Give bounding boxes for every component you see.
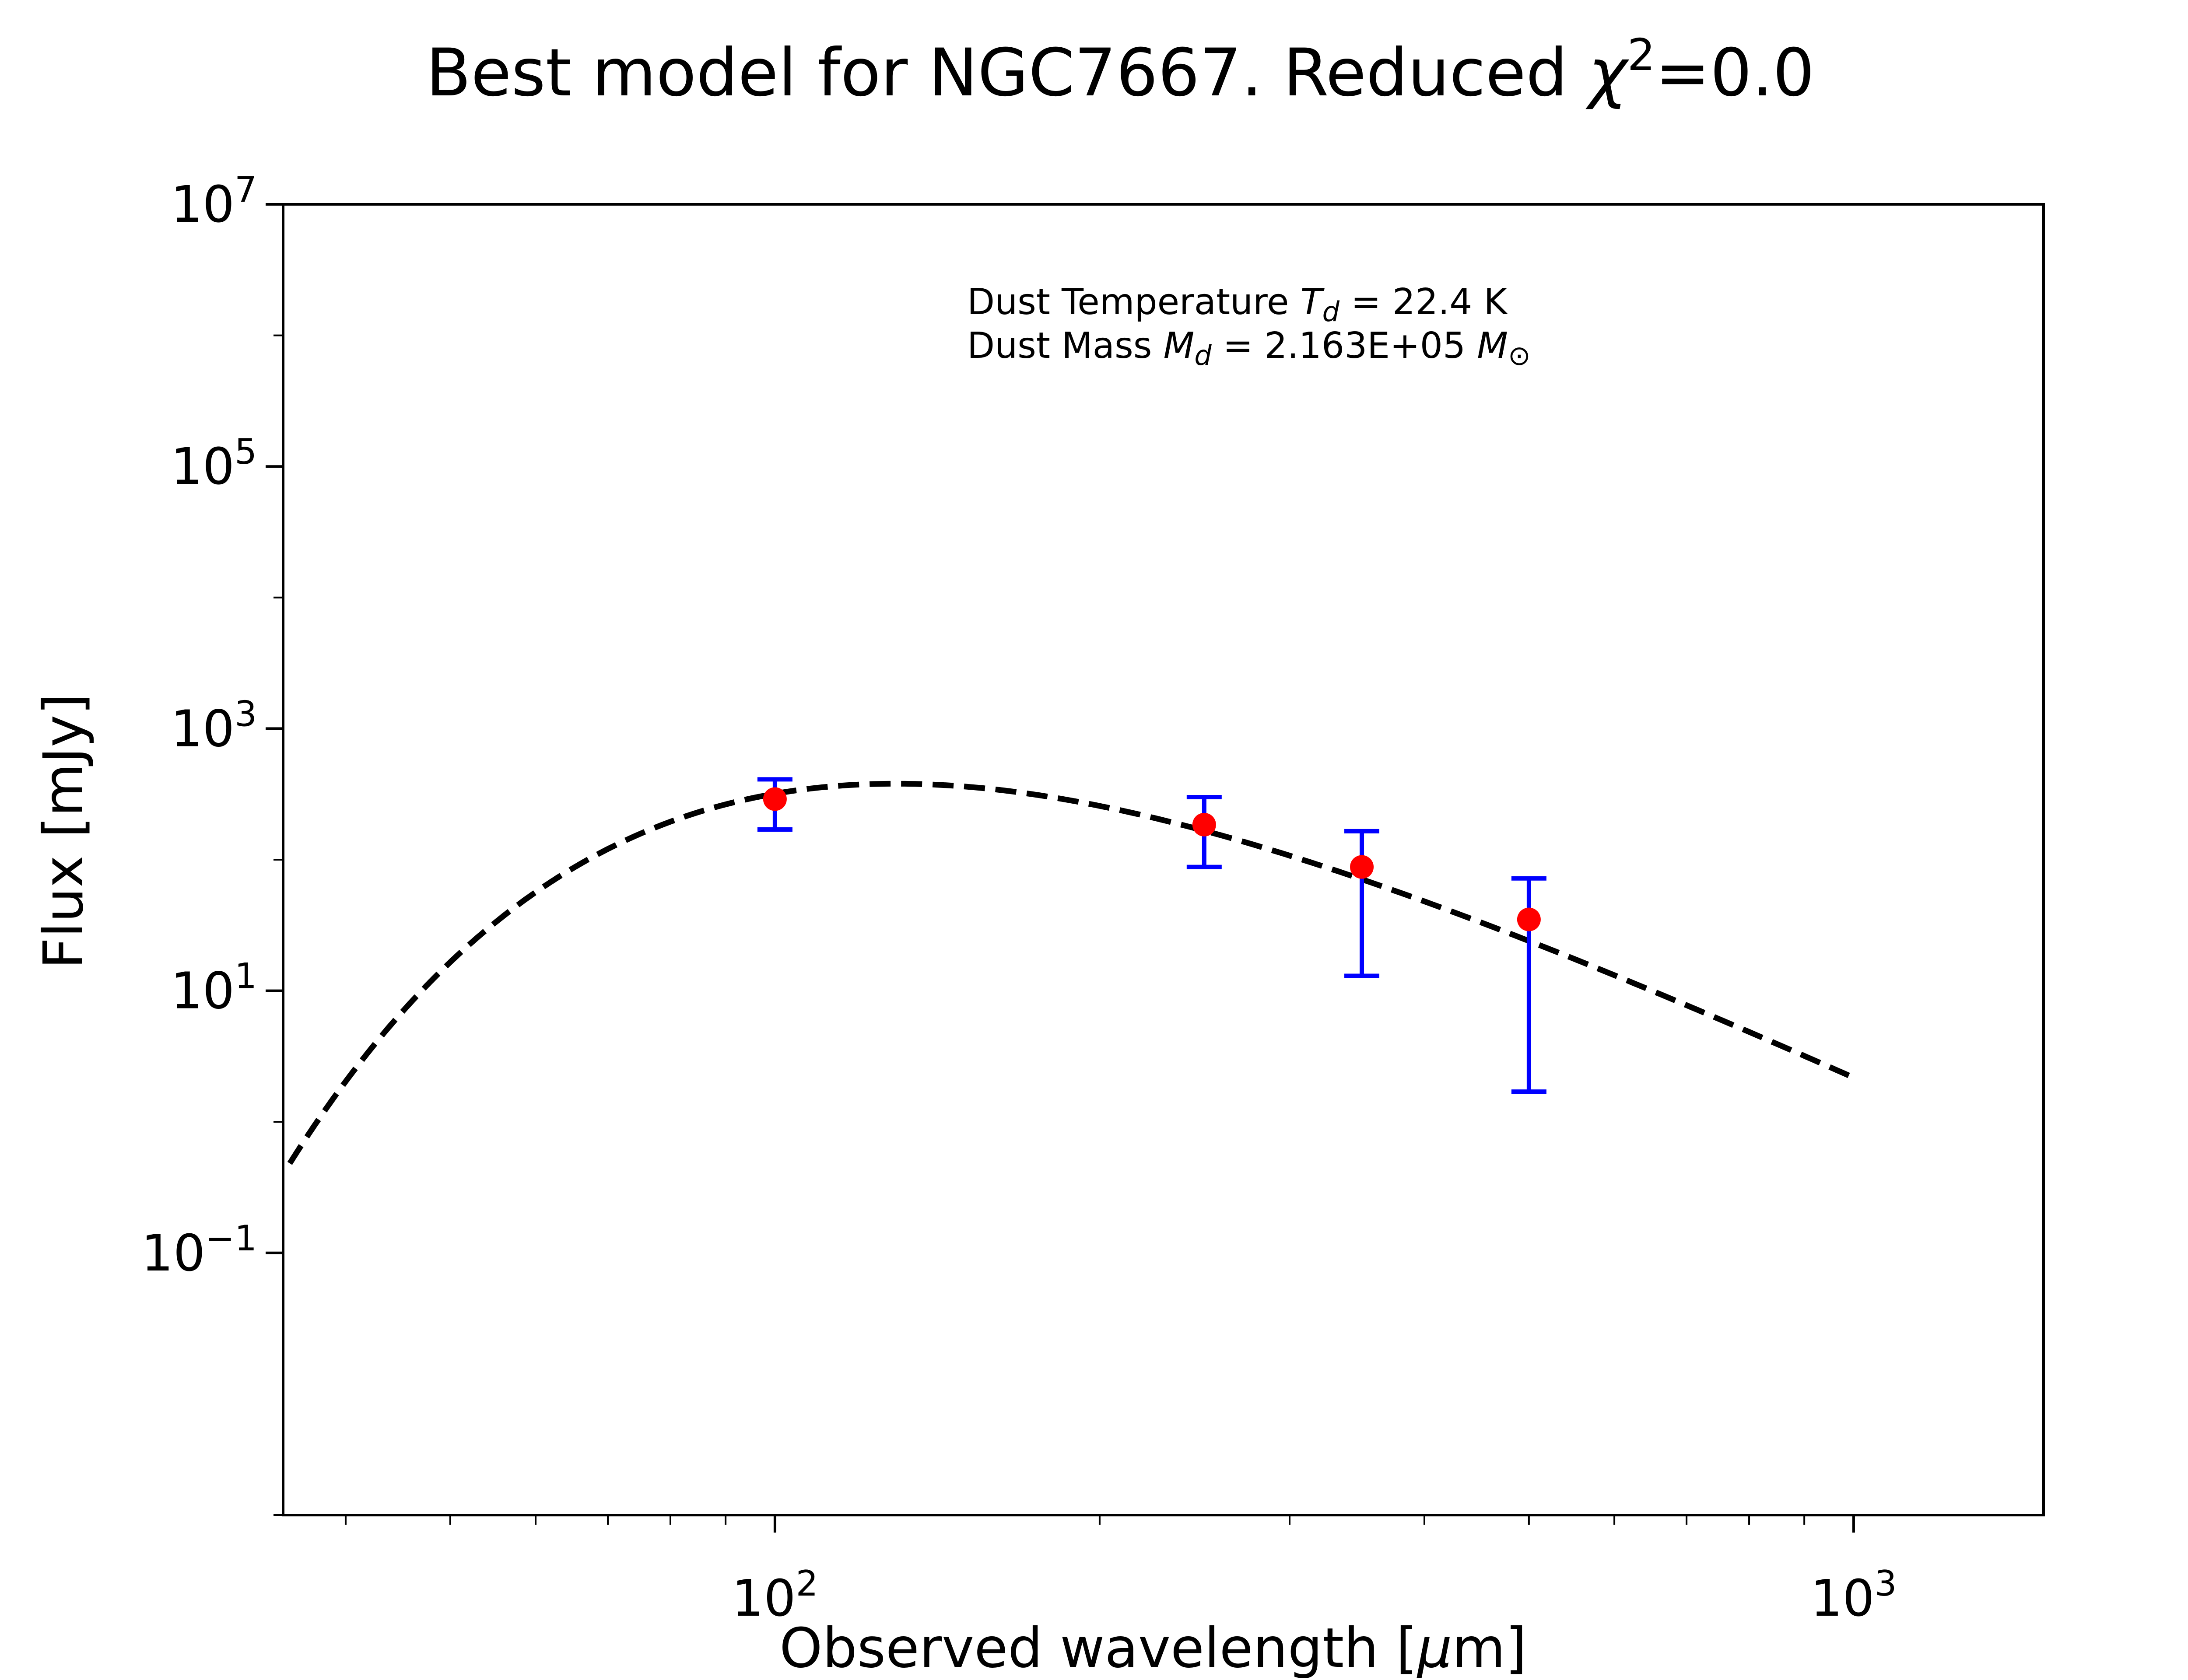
x-axis-label: Observed wavelength [μm] (779, 1617, 1527, 1680)
y-tick-label: 10−1 (141, 1218, 257, 1283)
data-point (1350, 855, 1374, 879)
y-axis-label: Flux [mJy] (32, 693, 95, 969)
y-tick-label: 107 (171, 169, 257, 234)
data-point-group (1511, 876, 1546, 1094)
model-curve (287, 780, 1855, 1165)
chart-title: Best model for NGC7667. Reduced χ2=0.0 (426, 29, 1814, 112)
x-tick-label: 102 (732, 1563, 818, 1628)
y-tick-label: 101 (171, 956, 257, 1021)
plot-area: 102 103 10−1 101 103 105 107 (141, 169, 2045, 1628)
x-tick-label: 103 (1810, 1563, 1897, 1628)
data-point-group (1344, 829, 1380, 978)
data-point (763, 787, 787, 811)
data-point (1517, 907, 1541, 931)
data-point-group (1186, 795, 1222, 869)
y-tick-label: 105 (171, 431, 257, 497)
annotation-line: Dust Mass Md = 2.163E+05 M⊙ (967, 325, 1531, 371)
data-point (1192, 812, 1216, 836)
y-tick-label: 103 (171, 693, 257, 759)
annotation-line: Dust Temperature Td = 22.4 K (967, 281, 1508, 328)
data-point-group (757, 777, 792, 832)
